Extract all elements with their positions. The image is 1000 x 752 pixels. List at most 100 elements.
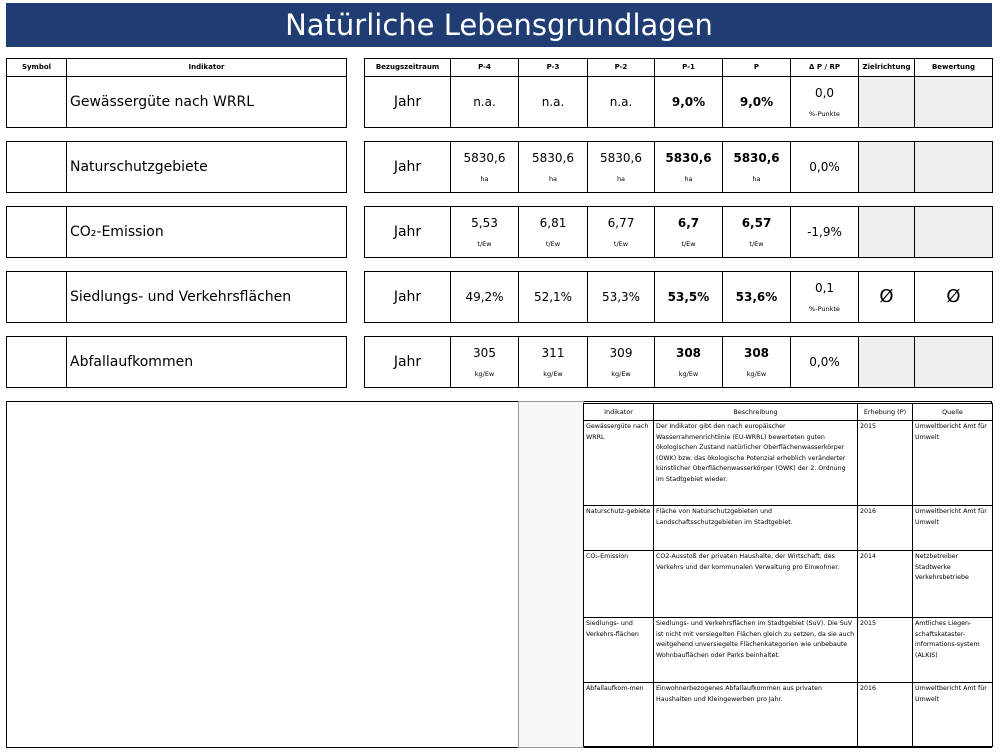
table-cell bbox=[6, 76, 67, 128]
table-cell: 311 kg/Ew bbox=[518, 336, 588, 388]
delta: 0,0% bbox=[809, 160, 840, 174]
table-cell: 53,3% bbox=[587, 271, 655, 323]
delta: -1,9% bbox=[807, 225, 842, 239]
delta: 0,0 bbox=[814, 86, 835, 100]
table-cell: n.a. bbox=[518, 76, 588, 128]
table-cell: -1,9% bbox=[790, 206, 859, 258]
table-cell: 52,1% bbox=[518, 271, 588, 323]
table-cell bbox=[914, 76, 993, 128]
desc-text: Gewässergüte nach WRRL bbox=[586, 423, 649, 441]
value: 52,1% bbox=[533, 290, 573, 304]
desc-text: 2015 bbox=[860, 423, 877, 430]
value: 49,2% bbox=[465, 290, 504, 304]
desc-text: 2016 bbox=[860, 508, 877, 515]
desc-cell: 2016 bbox=[857, 682, 913, 747]
value: 6,77 bbox=[607, 216, 635, 230]
desc-cell: Siedlungs- und Verkehrs-flächen bbox=[583, 617, 654, 683]
table-cell bbox=[914, 336, 993, 388]
value: 309 bbox=[609, 346, 633, 360]
table-cell: 9,0% bbox=[654, 76, 723, 128]
column-header: P-3 bbox=[518, 58, 588, 77]
value: 53,3% bbox=[601, 290, 641, 304]
column-header: Symbol bbox=[6, 58, 67, 77]
unit: ha bbox=[548, 175, 558, 183]
value: 5830,6 bbox=[665, 151, 712, 165]
table-cell bbox=[914, 141, 993, 193]
table-cell: 5830,6 ha bbox=[722, 141, 791, 193]
unit: ha bbox=[752, 175, 761, 183]
delta: 0,1 bbox=[814, 281, 835, 295]
table-cell: Ø bbox=[914, 271, 993, 323]
desc-text: 2016 bbox=[860, 685, 877, 692]
table-cell: 53,5% bbox=[654, 271, 723, 323]
indicator-name: Naturschutzgebiete bbox=[70, 159, 208, 175]
column-header-text: P-3 bbox=[546, 63, 560, 71]
desc-header: Quelle bbox=[912, 403, 993, 421]
table-cell: Jahr bbox=[364, 336, 451, 388]
period: Jahr bbox=[393, 224, 422, 240]
value: 305 bbox=[473, 346, 496, 360]
value: 6,7 bbox=[677, 216, 700, 230]
value: 9,0% bbox=[671, 95, 706, 109]
unit: t/Ew bbox=[613, 240, 629, 248]
desc-cell: Naturschutz-gebiete bbox=[583, 505, 654, 551]
period: Jahr bbox=[393, 159, 422, 175]
column-header-text: Δ P / RP bbox=[809, 63, 840, 71]
desc-cell: 2015 bbox=[857, 617, 913, 683]
table-cell bbox=[914, 206, 993, 258]
table-cell: Naturschutzgebiete bbox=[66, 141, 347, 193]
column-header: Bezugszeitraum bbox=[364, 58, 451, 77]
desc-text: 2014 bbox=[860, 553, 877, 560]
desc-cell: Netzbetreiber Stadtwerke Verkehrsbetrieb… bbox=[912, 550, 993, 618]
table-cell: 6,7 t/Ew bbox=[654, 206, 723, 258]
table-cell: 49,2% bbox=[450, 271, 519, 323]
unit: kg/Ew bbox=[611, 370, 631, 378]
desc-text: Fläche von Naturschutzgebieten und Lands… bbox=[656, 508, 793, 526]
desc-cell: CO2-Ausstoß der privaten Haushalte, der … bbox=[653, 550, 858, 618]
desc-cell: Amtliches Liegen-schaftskataster-informa… bbox=[912, 617, 993, 683]
desc-cell: 2014 bbox=[857, 550, 913, 618]
value: 308 bbox=[743, 346, 770, 360]
column-header-text: P-2 bbox=[614, 63, 628, 71]
table-cell: 0,0% bbox=[790, 336, 859, 388]
unit: kg/Ew bbox=[474, 370, 495, 378]
desc-cell: CO₂-Emission bbox=[583, 550, 654, 618]
unit: kg/Ew bbox=[678, 370, 699, 378]
value: 5830,6 bbox=[733, 151, 780, 165]
value: 9,0% bbox=[739, 95, 774, 109]
delta-unit: %-Punkte bbox=[809, 110, 840, 118]
table-cell bbox=[858, 206, 915, 258]
desc-cell: Gewässergüte nach WRRL bbox=[583, 420, 654, 506]
desc-cell: Fläche von Naturschutzgebieten und Lands… bbox=[653, 505, 858, 551]
table-cell: 309 kg/Ew bbox=[587, 336, 655, 388]
table-cell: Abfallaufkommen bbox=[66, 336, 347, 388]
desc-text: CO2-Ausstoß der privaten Haushalte, der … bbox=[656, 553, 840, 571]
column-header-text: Bewertung bbox=[931, 63, 976, 71]
desc-text: Der Indikator gibt den nach europäischer… bbox=[656, 423, 846, 483]
value: n.a. bbox=[541, 95, 565, 109]
indicator-name: CO₂-Emission bbox=[70, 224, 164, 240]
table-cell: Jahr bbox=[364, 271, 451, 323]
table-cell: 308 kg/Ew bbox=[654, 336, 723, 388]
unit: ha bbox=[480, 175, 489, 183]
table-cell bbox=[6, 336, 67, 388]
table-cell bbox=[6, 141, 67, 193]
value: 53,5% bbox=[667, 290, 710, 304]
column-header-text: P bbox=[753, 63, 760, 71]
table-cell: 5830,6 ha bbox=[587, 141, 655, 193]
table-cell: 0,0% bbox=[790, 141, 859, 193]
table-cell: 305 kg/Ew bbox=[450, 336, 519, 388]
table-cell bbox=[858, 76, 915, 128]
column-header: P bbox=[722, 58, 791, 77]
table-cell bbox=[858, 141, 915, 193]
indicator-name: Gewässergüte nach WRRL bbox=[70, 94, 255, 110]
table-cell: 9,0% bbox=[722, 76, 791, 128]
table-cell: Jahr bbox=[364, 141, 451, 193]
table-cell: Ø bbox=[858, 271, 915, 323]
desc-text: Abfallaufkom-men bbox=[586, 685, 644, 692]
title-bar: Natürliche Lebensgrundlagen bbox=[6, 3, 992, 47]
table-cell: n.a. bbox=[587, 76, 655, 128]
column-header-text: Bezugszeitraum bbox=[375, 63, 440, 71]
column-header-text: Symbol bbox=[21, 63, 52, 71]
